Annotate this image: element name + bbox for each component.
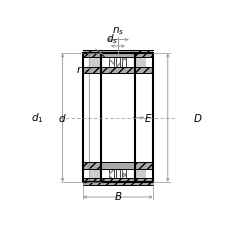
Bar [101,50,134,57]
Bar [109,57,114,67]
Bar [115,169,120,178]
Bar [121,57,126,67]
Bar [115,57,120,67]
Bar [101,178,134,185]
Bar [101,67,134,73]
Bar [115,169,120,178]
Bar [115,57,120,67]
Bar [83,178,152,185]
Bar [83,67,152,73]
Bar [83,162,152,169]
Text: $d_1$: $d_1$ [31,111,44,125]
Bar [109,169,114,178]
Bar [83,50,152,57]
Bar [83,178,152,185]
Text: $n_s$: $n_s$ [111,25,123,37]
Bar [109,169,114,178]
Bar [90,169,101,178]
Bar [101,162,134,169]
Bar [101,178,134,185]
Bar [83,54,152,182]
Text: $E$: $E$ [143,112,152,124]
Text: $d_s$: $d_s$ [106,33,118,46]
Bar [134,57,145,67]
Text: $B$: $B$ [113,190,122,202]
Bar [101,162,134,169]
Text: $r$: $r$ [76,64,83,75]
Bar [83,54,152,182]
Bar [109,57,114,67]
Bar [101,67,134,73]
Bar [121,169,126,178]
Bar [101,50,134,57]
Bar [83,50,152,57]
Bar [83,67,152,73]
Bar [134,169,145,178]
Text: $D$: $D$ [193,112,202,124]
Text: $d$: $d$ [58,112,66,124]
Bar [90,57,101,67]
Bar [121,169,126,178]
Bar [83,162,152,169]
Bar [121,57,126,67]
